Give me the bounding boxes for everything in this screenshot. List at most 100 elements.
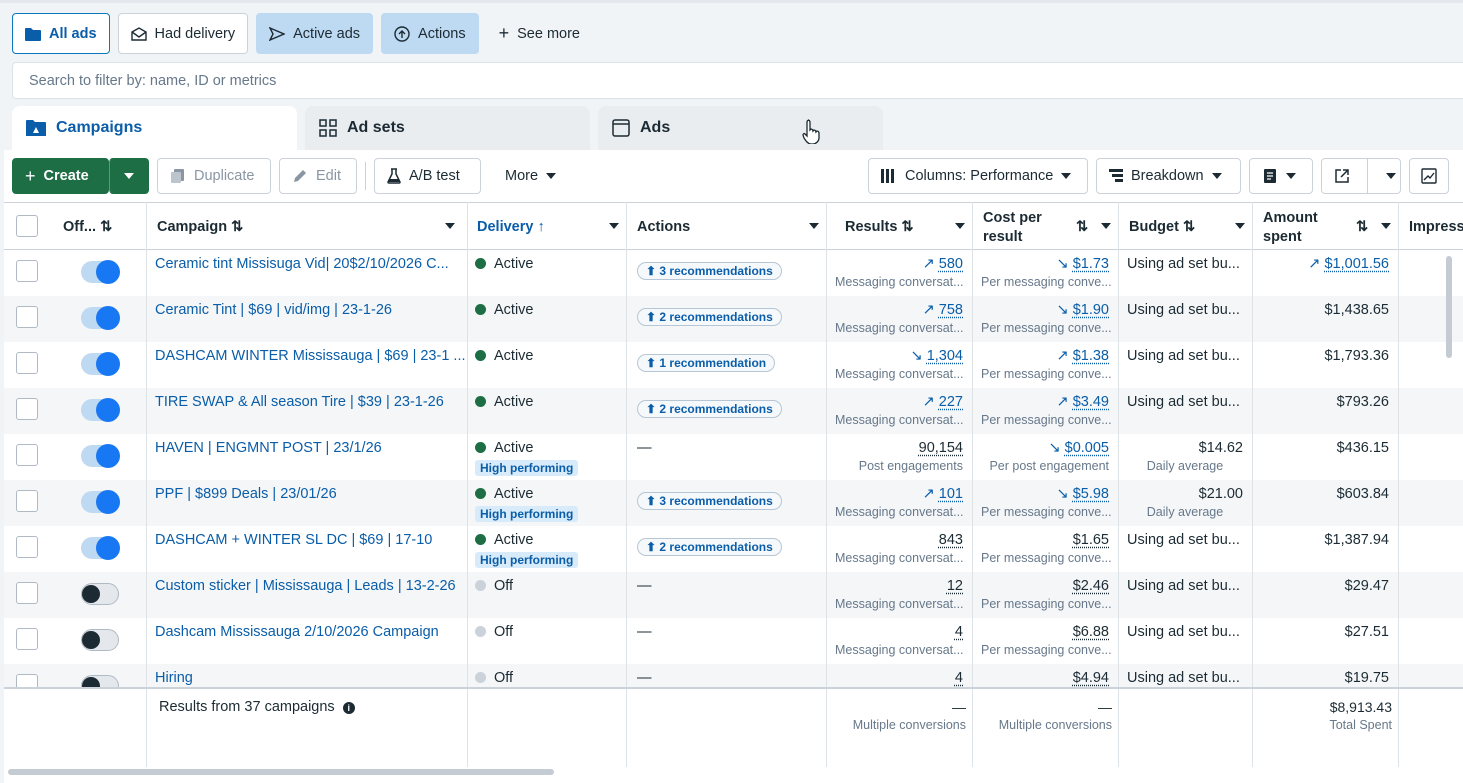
cost-value[interactable]: $1.38 — [1073, 348, 1109, 364]
results-value[interactable]: 90,154 — [919, 440, 963, 456]
spent-cell: ↗ $1,001.56 — [1253, 250, 1397, 296]
recommendations-badge[interactable]: ⬆ 2 recommendations — [637, 308, 782, 326]
columns-button[interactable]: Columns: Performance — [868, 158, 1088, 194]
results-value[interactable]: 4 — [955, 670, 963, 686]
table-row[interactable]: HAVEN | ENGMNT POST | 23/1/26 Active High … — [4, 434, 1463, 480]
campaign-name-link[interactable]: TIRE SWAP & All season Tire | $39 | 23-1… — [147, 388, 465, 434]
toggle-on[interactable] — [4, 434, 146, 480]
cost-value[interactable]: $1.73 — [1073, 256, 1109, 272]
toggle-on[interactable] — [4, 388, 146, 434]
results-value[interactable]: 12 — [947, 578, 963, 594]
actions-cell[interactable]: ⬆ 3 recommendations — [627, 250, 825, 296]
see-more-button[interactable]: + See more — [487, 13, 592, 54]
horizontal-scrollbar[interactable] — [8, 769, 554, 775]
results-value[interactable]: 101 — [939, 486, 963, 502]
actions-cell[interactable]: ⬆ 2 recommendations — [627, 296, 825, 342]
table-row[interactable]: Custom sticker | Mississauga | Leads | 1… — [4, 572, 1463, 618]
recommendations-badge[interactable]: ⬆ 3 recommendations — [637, 262, 782, 280]
delivery-cell: Active High performing — [467, 480, 625, 526]
recommendations-badge[interactable]: ⬆ 2 recommendations — [637, 400, 782, 418]
campaign-name-link[interactable]: PPF | $899 Deals | 23/01/26 — [147, 480, 465, 526]
high-performing-badge: High performing — [475, 460, 578, 476]
active-ads-filter[interactable]: Active ads — [256, 13, 373, 54]
results-value[interactable]: 4 — [955, 624, 963, 640]
cost-sub: Per messaging conve... — [981, 275, 1109, 289]
toggle-on[interactable] — [4, 480, 146, 526]
cost-value[interactable]: $1.65 — [1073, 532, 1109, 548]
campaign-name-link[interactable]: DASHCAM + WINTER SL DC | $69 | 17-10 — [147, 526, 465, 572]
recommendations-badge[interactable]: ⬆ 3 recommendations — [637, 492, 782, 510]
table-row[interactable]: Ceramic tint Missisuga Vid| 20$2/10/2026… — [4, 250, 1463, 296]
table-row[interactable]: Hiring Off — 4 $4.94 Using ad set bu... $19.75 — [4, 664, 1463, 688]
search-input[interactable]: Search to filter by: name, ID or metrics — [12, 62, 1463, 99]
reports-chevron-icon — [1286, 173, 1296, 179]
results-value[interactable]: 1,304 — [927, 348, 963, 364]
results-value[interactable]: 227 — [939, 394, 963, 410]
campaign-name-link[interactable]: Ceramic tint Missisuga Vid| 20$2/10/2026… — [147, 250, 465, 296]
toggle-on[interactable] — [4, 296, 146, 342]
campaign-name-link[interactable]: DASHCAM WINTER Mississauga | $69 | 23-1 … — [147, 342, 465, 388]
campaign-name-link[interactable]: HAVEN | ENGMNT POST | 23/1/26 — [147, 434, 465, 480]
cost-value[interactable]: $1.90 — [1073, 302, 1109, 318]
cost-sub: Per messaging conve... — [981, 321, 1109, 335]
recommendations-label: 1 recommendation — [659, 356, 766, 370]
cost-sub: Per post engagement — [981, 459, 1109, 473]
had-delivery-filter[interactable]: Had delivery — [118, 13, 249, 54]
table-row[interactable]: DASHCAM + WINTER SL DC | $69 | 17-10 Acti… — [4, 526, 1463, 572]
toggle-on[interactable] — [4, 342, 146, 388]
cost-cell: ↘ $1.90 Per messaging conve... — [973, 296, 1117, 342]
duplicate-button[interactable]: Duplicate — [157, 158, 271, 194]
delivery-status: Active — [494, 394, 534, 410]
cost-value[interactable]: $6.88 — [1073, 624, 1109, 640]
toggle-off[interactable] — [4, 664, 146, 688]
actions-cell[interactable]: ⬆ 2 recommendations — [627, 526, 825, 572]
breakdown-button[interactable]: Breakdown — [1096, 158, 1241, 194]
campaign-name-link[interactable]: Ceramic Tint | $69 | vid/img | 23-1-26 — [147, 296, 465, 342]
recommendations-badge[interactable]: ⬆ 2 recommendations — [637, 538, 782, 556]
actions-cell[interactable]: ⬆ 3 recommendations — [627, 480, 825, 526]
create-dropdown-button[interactable] — [109, 158, 149, 194]
create-button[interactable]: + Create — [12, 158, 109, 194]
recommendations-badge[interactable]: ⬆ 1 recommendation — [637, 354, 775, 372]
actions-filter[interactable]: Actions — [381, 13, 479, 54]
cost-value[interactable]: $5.98 — [1073, 486, 1109, 502]
footer-results-sub: Multiple conversions — [853, 718, 966, 732]
table-row[interactable]: TIRE SWAP & All season Tire | $39 | 23-1… — [4, 388, 1463, 434]
spent-value: $793.26 — [1337, 394, 1389, 410]
header-cost-per-result[interactable]: Cost per result — [983, 209, 1042, 255]
toggle-off[interactable] — [4, 618, 146, 664]
campaign-name-link[interactable]: Custom sticker | Mississauga | Leads | 1… — [147, 572, 465, 618]
tab-ad-sets[interactable]: Ad sets — [305, 106, 590, 150]
results-value[interactable]: 758 — [939, 302, 963, 318]
toggle-on[interactable] — [4, 250, 146, 296]
tab-campaigns[interactable]: Campaigns — [12, 106, 297, 150]
charts-button[interactable] — [1409, 158, 1449, 194]
actions-cell[interactable]: ⬆ 2 recommendations — [627, 388, 825, 434]
all-ads-filter[interactable]: All ads — [12, 13, 110, 54]
info-icon[interactable]: i — [343, 702, 355, 714]
vertical-scrollbar[interactable] — [1446, 256, 1452, 358]
reports-button[interactable] — [1249, 158, 1313, 194]
actions-cell[interactable]: ⬆ 1 recommendation — [627, 342, 825, 388]
campaign-name-link[interactable]: Dashcam Mississauga 2/10/2026 Campaign — [147, 618, 465, 664]
cost-value[interactable]: $3.49 — [1073, 394, 1109, 410]
table-row[interactable]: Ceramic Tint | $69 | vid/img | 23-1-26 Ac… — [4, 296, 1463, 342]
toggle-on[interactable] — [4, 526, 146, 572]
table-row[interactable]: Dashcam Mississauga 2/10/2026 Campaign Of… — [4, 618, 1463, 664]
header-amount-spent[interactable]: Amount spent — [1263, 209, 1318, 255]
edit-button[interactable]: Edit — [279, 158, 357, 194]
cost-value[interactable]: $4.94 — [1073, 670, 1109, 686]
campaign-name-link[interactable]: Hiring — [147, 664, 465, 688]
ab-test-button[interactable]: A/B test — [374, 158, 481, 194]
table-row[interactable]: PPF | $899 Deals | 23/01/26 Active High pe… — [4, 480, 1463, 526]
results-value[interactable]: 843 — [939, 532, 963, 548]
more-button[interactable]: More — [493, 158, 573, 194]
export-button[interactable] — [1321, 158, 1401, 194]
toggle-off[interactable] — [4, 572, 146, 618]
cost-value[interactable]: $0.005 — [1065, 440, 1109, 456]
table-row[interactable]: DASHCAM WINTER Mississauga | $69 | 23-1 … — [4, 342, 1463, 388]
results-value[interactable]: 580 — [939, 256, 963, 272]
tab-ads[interactable]: Ads — [598, 106, 883, 150]
cost-cell: ↘ $5.98 Per messaging conve... — [973, 480, 1117, 526]
cost-value[interactable]: $2.46 — [1073, 578, 1109, 594]
